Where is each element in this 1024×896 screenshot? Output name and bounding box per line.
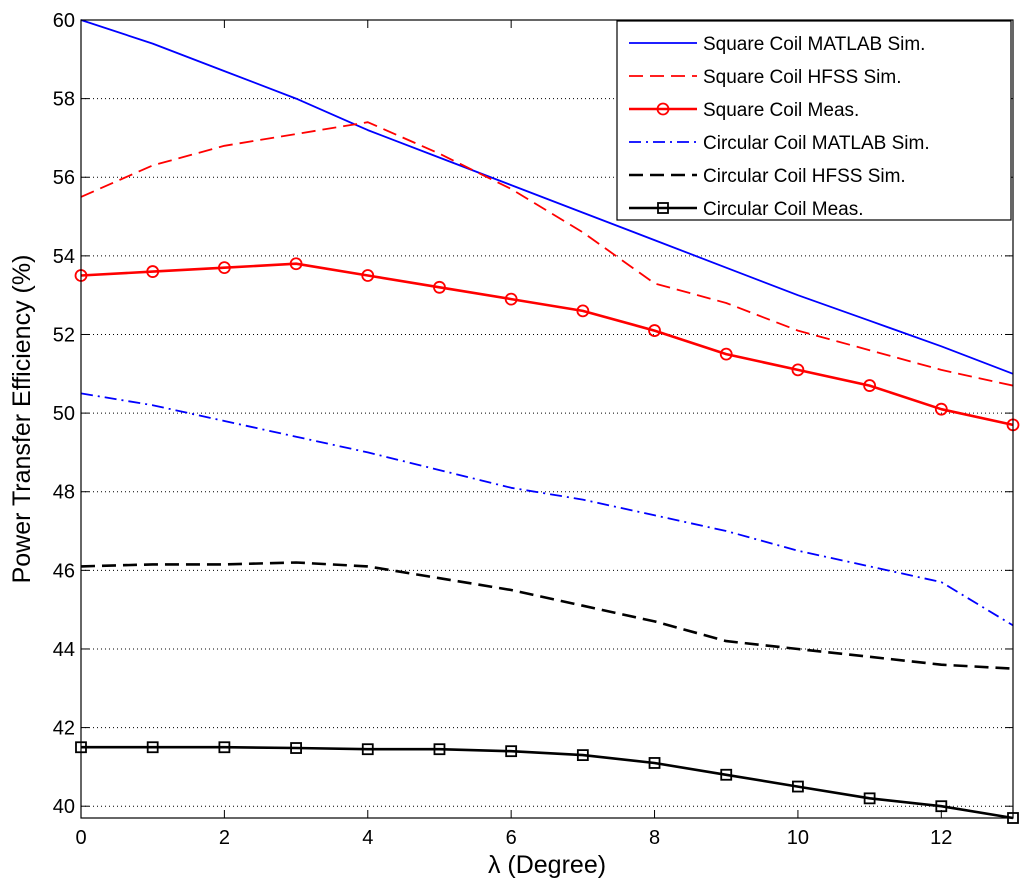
data-point (863, 379, 877, 392)
data-point (792, 780, 804, 793)
y-tick-label: 44 (53, 639, 75, 661)
data-point (863, 792, 876, 805)
legend-label: Square Coil HFSS Sim. (703, 67, 902, 88)
series-line (80, 561, 1014, 670)
legend-item: Square Coil HFSS Sim. (629, 67, 902, 88)
legend-item: Square Coil MATLAB Sim. (629, 34, 925, 55)
legend-item: Circular Coil HFSS Sim. (629, 166, 906, 187)
x-axis-label: λ (Degree) (488, 851, 606, 879)
x-tick-label: 0 (75, 827, 86, 849)
plot-frame (80, 19, 1014, 819)
y-tick-label: 56 (53, 167, 75, 189)
y-tick-label: 60 (53, 10, 75, 32)
data-point (505, 745, 518, 758)
series-1 (80, 19, 1014, 375)
series-5 (80, 561, 1014, 670)
data-point (648, 324, 661, 337)
data-point (504, 292, 518, 306)
legend-item: Circular Coil MATLAB Sim. (629, 133, 930, 154)
legend-marker (656, 102, 670, 116)
data-point (218, 741, 231, 754)
series-2 (80, 121, 1014, 387)
series-line (80, 262, 1014, 427)
legend-marker (657, 202, 669, 214)
y-tick-label: 54 (53, 246, 75, 268)
data-point (934, 402, 948, 416)
x-tick-label: 4 (362, 827, 373, 849)
y-tick-label: 58 (53, 89, 75, 111)
legend-box (616, 20, 1012, 221)
y-tick-label: 52 (53, 324, 75, 346)
series-line (80, 19, 1014, 375)
series-line (80, 121, 1014, 387)
x-tick-label: 8 (649, 827, 660, 849)
legend: Square Coil MATLAB Sim. Square Coil HFSS … (616, 20, 1012, 221)
x-tick-label: 12 (930, 827, 952, 849)
data-point (719, 347, 733, 361)
data-point (648, 757, 661, 769)
data-point (361, 743, 374, 756)
y-tick-label: 42 (53, 718, 75, 740)
data-point (146, 265, 160, 278)
data-point (217, 261, 231, 275)
data-point (146, 741, 159, 754)
legend-item: Circular Coil Meas. (629, 199, 863, 220)
legend-label: Square Coil Meas. (703, 100, 859, 121)
data-point (361, 269, 375, 282)
data-point (720, 768, 733, 781)
legend-label: Circular Coil HFSS Sim. (703, 166, 906, 187)
data-point (433, 280, 446, 294)
data-point (290, 742, 302, 754)
y-tick-label: 46 (53, 560, 75, 582)
series-4 (80, 392, 1014, 627)
data-point (576, 304, 590, 318)
x-tick-label: 6 (506, 827, 517, 849)
data-point (576, 749, 589, 762)
x-tick-label: 2 (219, 827, 230, 849)
series-line (81, 745, 1014, 820)
legend-label: Circular Coil MATLAB Sim. (703, 133, 930, 154)
y-tick-label: 48 (53, 482, 75, 504)
data-point (289, 257, 303, 271)
data-point (791, 363, 805, 377)
x-tick-label: 10 (787, 827, 809, 849)
series-3 (74, 257, 1020, 432)
legend-label: Circular Coil Meas. (703, 199, 863, 220)
y-axis-label: Power Transfer Efficiency (%) (8, 255, 36, 584)
y-tick-label: 50 (53, 403, 75, 425)
legend-item: Square Coil Meas. (629, 100, 859, 121)
series-line (80, 392, 1014, 627)
y-tick-label: 40 (53, 796, 75, 818)
series-layer (74, 19, 1020, 824)
data-point (433, 743, 446, 756)
legend-label: Square Coil MATLAB Sim. (703, 34, 925, 55)
